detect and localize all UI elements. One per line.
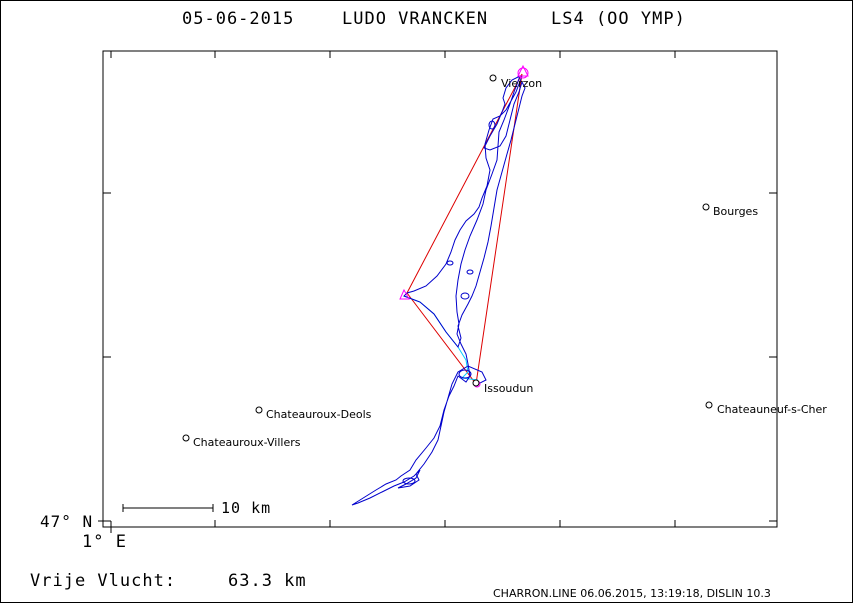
- town-marker-chateauroux-villers: [182, 434, 190, 442]
- town-label-chateauneuf: Chateauneuf-s-Cher: [717, 403, 827, 416]
- town-label-chateauroux-villers: Chateauroux-Villers: [193, 436, 301, 449]
- scale-bar: [122, 504, 214, 512]
- town-label-vierzon: Vierzon: [501, 77, 542, 90]
- town-marker-issoudun: [472, 379, 480, 387]
- town-marker-chateauneuf: [705, 401, 713, 409]
- town-label-issoudun: Issoudun: [484, 382, 533, 395]
- release-marker: [517, 64, 529, 77]
- town-label-bourges: Bourges: [713, 205, 758, 218]
- thermal-circles: [402, 120, 496, 485]
- town-marker-bourges: [702, 203, 710, 211]
- distance-value: 63.3 km: [228, 571, 307, 591]
- town-markers: [182, 74, 713, 442]
- axis-ticks: [98, 51, 777, 533]
- latitude-label: 47° N: [40, 512, 94, 531]
- longitude-label: 1° E: [82, 532, 127, 552]
- scale-bar-label: 10 km: [221, 499, 272, 517]
- plot-area: [102, 50, 778, 528]
- flight-track: [351, 74, 526, 506]
- credit-line: CHARRON.LINE 06.06.2015, 13:19:18, DISLI…: [493, 587, 771, 600]
- glider-id: LS4 (OO YMP): [551, 9, 686, 29]
- town-label-chateauroux-deols: Chateauroux-Deols: [266, 408, 372, 421]
- turnpoint-triangle-marker: [399, 288, 410, 300]
- town-marker-vierzon: [489, 74, 497, 82]
- task-route: [406, 73, 523, 386]
- distance-label: Vrije Vlucht:: [30, 571, 177, 591]
- town-marker-chateauroux-deols: [255, 406, 263, 414]
- turnpoint-markers: [399, 64, 529, 388]
- pilot-name: LUDO VRANCKEN: [342, 9, 489, 29]
- flight-date: 05-06-2015: [182, 9, 295, 29]
- start-marker: [517, 67, 529, 79]
